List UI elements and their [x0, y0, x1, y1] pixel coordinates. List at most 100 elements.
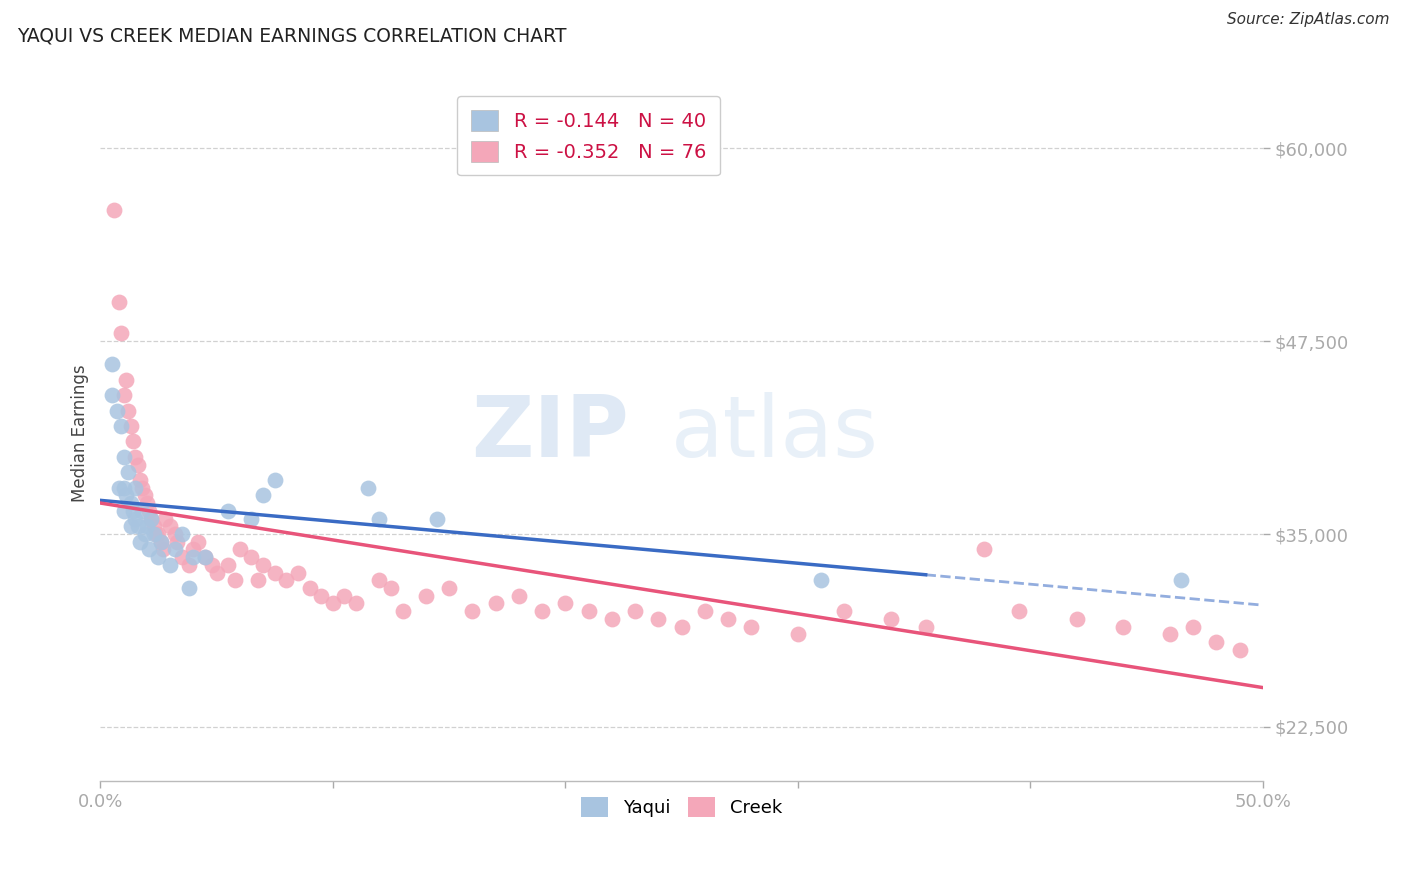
Point: [973, 542, 995, 557]
Point: [1159, 627, 1181, 641]
Point: [135, 519, 157, 533]
Point: [159, 519, 181, 533]
Point: [112, 481, 135, 495]
Point: [101, 388, 124, 402]
Point: [880, 612, 903, 626]
Point: [600, 612, 623, 626]
Point: [149, 534, 172, 549]
Point: [101, 357, 124, 371]
Point: [152, 542, 174, 557]
Point: [333, 589, 356, 603]
Point: [578, 604, 600, 618]
Point: [693, 604, 716, 618]
Point: [138, 504, 160, 518]
Point: [183, 550, 205, 565]
Point: [1008, 604, 1031, 618]
Point: [217, 558, 239, 572]
Point: [134, 488, 156, 502]
Point: [120, 419, 142, 434]
Point: [170, 527, 193, 541]
Point: [163, 527, 186, 541]
Point: [124, 481, 146, 495]
Point: [484, 597, 506, 611]
Y-axis label: Median Earnings: Median Earnings: [72, 365, 89, 502]
Point: [187, 534, 209, 549]
Point: [142, 527, 165, 541]
Point: [141, 511, 163, 525]
Point: [159, 558, 181, 572]
Point: [166, 534, 188, 549]
Point: [380, 581, 402, 595]
Point: [124, 511, 146, 525]
Point: [155, 511, 177, 525]
Point: [322, 597, 344, 611]
Point: [128, 534, 150, 549]
Point: [183, 542, 205, 557]
Point: [112, 450, 135, 464]
Point: [1205, 635, 1227, 649]
Point: [426, 511, 449, 525]
Point: [309, 589, 332, 603]
Point: [148, 527, 170, 541]
Point: [120, 519, 142, 533]
Text: Source: ZipAtlas.com: Source: ZipAtlas.com: [1226, 12, 1389, 27]
Point: [131, 504, 153, 518]
Point: [368, 574, 391, 588]
Point: [127, 458, 149, 472]
Point: [357, 481, 380, 495]
Point: [263, 566, 285, 580]
Point: [108, 295, 131, 310]
Point: [1112, 620, 1135, 634]
Point: [177, 581, 200, 595]
Point: [142, 519, 165, 533]
Point: [263, 473, 285, 487]
Legend: Yaqui, Creek: Yaqui, Creek: [574, 789, 789, 824]
Point: [145, 527, 167, 541]
Point: [128, 473, 150, 487]
Point: [115, 373, 138, 387]
Point: [391, 604, 413, 618]
Point: [810, 574, 832, 588]
Point: [117, 465, 139, 479]
Point: [740, 620, 762, 634]
Point: [138, 542, 160, 557]
Point: [149, 534, 172, 549]
Text: atlas: atlas: [671, 392, 879, 475]
Point: [201, 558, 224, 572]
Point: [252, 558, 274, 572]
Point: [110, 326, 132, 341]
Point: [531, 604, 554, 618]
Point: [224, 574, 246, 588]
Point: [914, 620, 936, 634]
Point: [252, 488, 274, 502]
Point: [124, 450, 146, 464]
Point: [135, 496, 157, 510]
Point: [163, 542, 186, 557]
Point: [276, 574, 298, 588]
Text: ZIP: ZIP: [471, 392, 630, 475]
Point: [110, 419, 132, 434]
Point: [415, 589, 437, 603]
Point: [229, 542, 252, 557]
Point: [127, 519, 149, 533]
Point: [148, 550, 170, 565]
Point: [344, 597, 367, 611]
Point: [287, 566, 309, 580]
Point: [240, 511, 263, 525]
Point: [105, 403, 128, 417]
Point: [205, 566, 228, 580]
Point: [461, 604, 484, 618]
Point: [120, 496, 142, 510]
Point: [112, 504, 135, 518]
Point: [1066, 612, 1088, 626]
Point: [1170, 574, 1192, 588]
Point: [368, 511, 391, 525]
Point: [134, 527, 156, 541]
Point: [437, 581, 460, 595]
Point: [122, 504, 145, 518]
Point: [1229, 642, 1251, 657]
Point: [554, 597, 576, 611]
Point: [1182, 620, 1205, 634]
Point: [508, 589, 530, 603]
Point: [112, 388, 135, 402]
